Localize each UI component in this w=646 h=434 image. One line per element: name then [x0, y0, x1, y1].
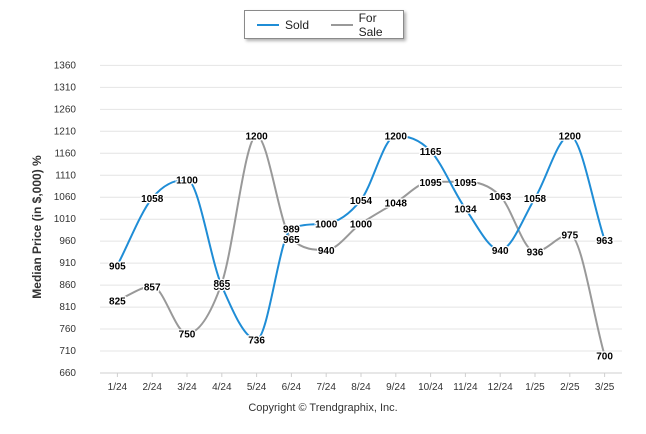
data-label-sold: 1165	[420, 147, 442, 158]
data-label-for-sale: 825	[109, 296, 126, 307]
data-label-for-sale: 1063	[489, 192, 512, 203]
data-label-sold: 940	[492, 246, 509, 257]
copyright-footer: Copyright © Trendgraphix, Inc.	[248, 402, 398, 414]
legend-item-for-sale: For Sale	[331, 11, 403, 39]
x-tick-label: 5/24	[247, 382, 267, 393]
y-tick-label: 860	[59, 280, 76, 291]
data-label-sold: 989	[283, 224, 300, 235]
data-label-for-sale: 750	[179, 329, 196, 340]
x-tick-label: 11/24	[453, 382, 478, 393]
y-tick-label: 760	[59, 324, 76, 335]
x-tick-label: 12/24	[488, 382, 513, 393]
data-label-for-sale: 700	[596, 351, 613, 362]
x-tick-label: 3/24	[177, 382, 197, 393]
data-label-for-sale: 1000	[350, 220, 373, 231]
y-tick-label: 1310	[54, 82, 77, 93]
data-label-sold: 1200	[559, 132, 582, 143]
y-tick-label: 1260	[54, 104, 77, 115]
y-tick-label: 660	[59, 368, 76, 379]
x-tick-label: 1/25	[525, 382, 545, 393]
x-tick-label: 2/25	[560, 382, 580, 393]
data-label-for-sale: 1095	[419, 178, 442, 189]
legend-label-for-sale: For Sale	[358, 10, 383, 39]
y-tick-label: 810	[59, 302, 76, 313]
data-label-sold: 1200	[385, 132, 408, 143]
x-tick-label: 2/24	[142, 382, 162, 393]
y-tick-label: 1010	[54, 214, 77, 225]
data-label-for-sale: 1200	[245, 132, 268, 143]
data-label-for-sale: 1048	[385, 198, 408, 209]
data-label-sold: 905	[109, 261, 126, 272]
y-tick-label: 710	[59, 346, 76, 357]
legend-item-sold: Sold	[257, 18, 309, 32]
x-tick-label: 9/24	[386, 382, 406, 393]
y-tick-label: 1210	[54, 126, 77, 137]
y-tick-label: 1060	[54, 192, 77, 203]
data-label-for-sale: 936	[527, 248, 544, 259]
y-axis-title: Median Price (in $,000) %	[30, 155, 44, 299]
data-label-sold: 1034	[454, 205, 477, 216]
series-line-sold	[116, 134, 606, 341]
data-label-sold: 1000	[315, 220, 338, 231]
y-tick-label: 1360	[54, 60, 77, 71]
series-line-for-sale	[117, 134, 606, 356]
data-label-sold: 1058	[524, 194, 547, 205]
data-label-sold: 1100	[176, 176, 198, 187]
data-label-sold: 1054	[350, 196, 373, 207]
x-tick-label: 3/25	[595, 382, 615, 393]
x-tick-label: 4/24	[212, 382, 232, 393]
x-tick-label: 1/24	[108, 382, 128, 393]
data-label-sold: 963	[596, 236, 613, 247]
data-label-for-sale: 857	[144, 282, 161, 293]
y-tick-label: 1110	[55, 170, 76, 181]
data-label-for-sale: 940	[318, 246, 335, 257]
data-label-for-sale: 1095	[454, 178, 477, 189]
x-tick-label: 10/24	[418, 382, 443, 393]
data-label-sold: 1058	[141, 194, 164, 205]
x-tick-label: 8/24	[351, 382, 371, 393]
data-label-sold: 736	[248, 336, 265, 347]
data-label-for-sale: 965	[283, 235, 300, 246]
x-tick-label: 7/24	[316, 382, 336, 393]
x-tick-label: 6/24	[282, 382, 302, 393]
y-tick-label: 910	[59, 258, 76, 269]
data-label-for-sale: 975	[561, 231, 578, 242]
legend-swatch-for-sale	[331, 23, 353, 26]
y-tick-label: 1160	[54, 148, 76, 159]
legend-swatch-sold	[257, 23, 279, 26]
legend-label-sold: Sold	[285, 17, 310, 32]
data-label-sold: 858	[213, 282, 230, 293]
data-label-for-sale: 865	[213, 279, 230, 290]
y-tick-label: 960	[59, 236, 76, 247]
legend: Sold For Sale	[244, 10, 404, 39]
